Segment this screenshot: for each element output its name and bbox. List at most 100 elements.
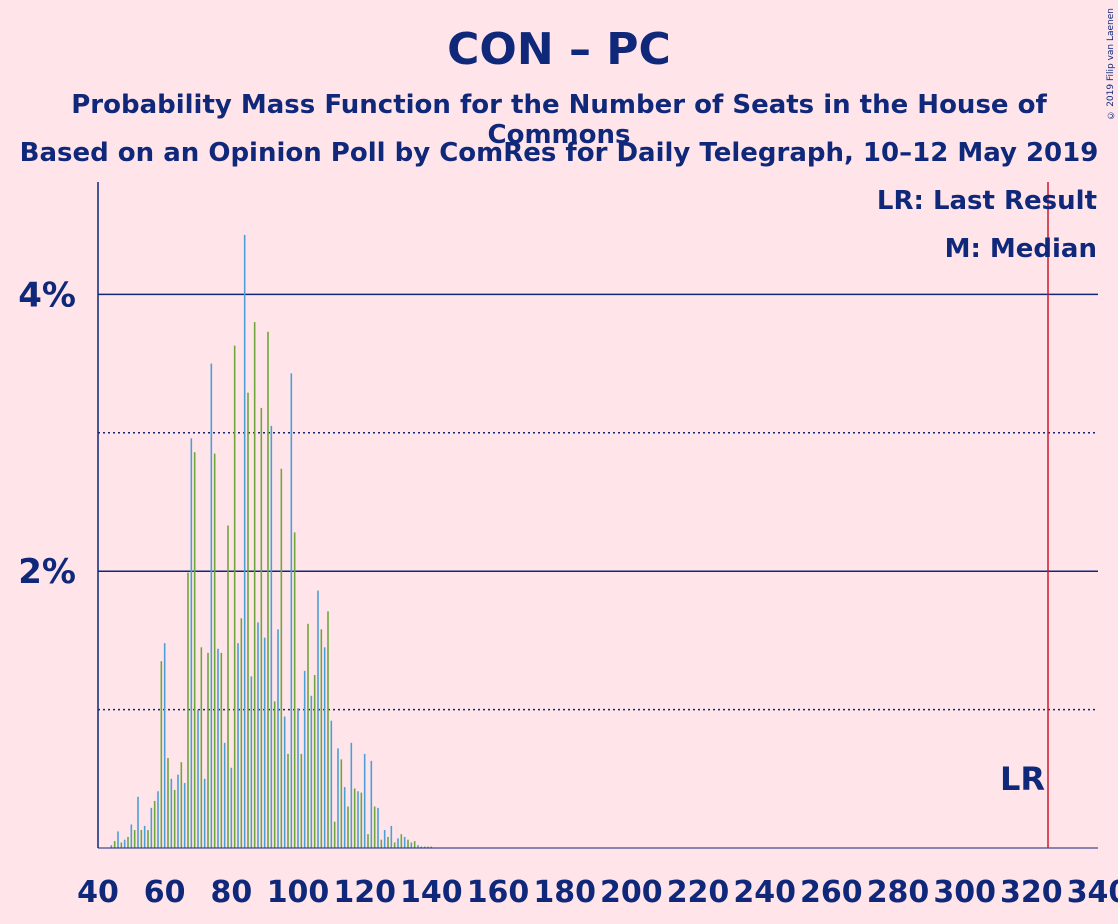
bar [173, 789, 176, 848]
bar [260, 407, 263, 848]
bar [213, 453, 216, 848]
bar [417, 845, 419, 848]
y-tick-label: 2% [18, 552, 76, 592]
bar [210, 363, 213, 848]
bar [127, 836, 129, 848]
bar [317, 590, 319, 848]
bar [390, 825, 393, 848]
bar [360, 792, 363, 848]
bar [117, 831, 119, 848]
bar [193, 452, 196, 848]
bar [220, 652, 223, 848]
bar [223, 742, 226, 848]
chart-title: CON – PC [447, 24, 671, 75]
chart-subtitle: Probability Mass Function for the Number… [71, 90, 1047, 150]
x-tick-label: 160 [467, 875, 530, 910]
gridlines [98, 293, 1098, 711]
bar [177, 774, 179, 848]
x-tick-label: 140 [400, 875, 463, 910]
bar [257, 622, 259, 848]
bar [197, 709, 199, 848]
chart-source-line: Based on an Opinion Poll by ComRes for D… [19, 138, 1099, 168]
bar [233, 345, 236, 848]
bar [400, 834, 403, 848]
bar [283, 716, 286, 848]
bar [423, 846, 426, 848]
bar [273, 701, 276, 848]
bar [407, 839, 409, 848]
bar [343, 787, 346, 848]
bar [377, 807, 379, 848]
bar [113, 841, 116, 848]
bar [337, 748, 339, 848]
bar [183, 782, 186, 848]
bar [427, 846, 429, 848]
bar [403, 836, 406, 848]
bar [380, 839, 383, 848]
bar [310, 695, 313, 848]
bar [153, 800, 156, 848]
bar [187, 572, 189, 848]
bar [387, 836, 389, 848]
bar [363, 753, 366, 848]
y-tick-labels: 2% 4% [18, 275, 76, 592]
bar [287, 753, 289, 848]
bar [230, 767, 233, 848]
last-result-marker-label: LR [1000, 760, 1045, 798]
bar [357, 791, 359, 848]
bar [133, 830, 136, 848]
bar [307, 623, 309, 848]
x-tick-labels: 40 60 80 100 120 140 160 180 200 220 240 260 280 300 3… [77, 875, 1118, 910]
bar [330, 720, 333, 848]
bar [143, 825, 146, 848]
bar [150, 807, 153, 848]
bar [157, 791, 159, 848]
bar [373, 806, 376, 848]
bar [413, 841, 416, 848]
bar [160, 661, 163, 848]
x-tick-label: 60 [144, 875, 186, 910]
x-tick-label: 40 [77, 875, 119, 910]
bar [367, 834, 369, 848]
bar [290, 373, 293, 848]
bar [247, 392, 249, 848]
bar [137, 796, 139, 848]
bar [140, 830, 143, 848]
bar [370, 760, 373, 848]
x-tick-label: 80 [210, 875, 252, 910]
bar [203, 778, 206, 848]
axes [97, 182, 1098, 849]
x-tick-label: 220 [667, 875, 730, 910]
bar [353, 788, 356, 848]
bar [293, 532, 296, 848]
bar [327, 611, 329, 848]
bar [410, 842, 413, 848]
x-tick-label: 100 [267, 875, 330, 910]
bar [120, 842, 123, 848]
bar [347, 806, 349, 848]
bar [383, 830, 386, 848]
bar [333, 821, 336, 848]
bar [163, 643, 166, 848]
bar [420, 846, 423, 848]
bar [397, 838, 399, 848]
legend-median: M: Median [945, 234, 1097, 264]
x-tick-label: 260 [800, 875, 863, 910]
bar [180, 762, 183, 848]
bar [313, 675, 316, 848]
bar [110, 845, 113, 848]
bar [300, 753, 303, 848]
x-tick-label: 280 [867, 875, 930, 910]
x-tick-label: 340 [1067, 875, 1118, 910]
x-tick-label: 300 [933, 875, 996, 910]
bar [263, 637, 266, 848]
x-tick-label: 240 [733, 875, 796, 910]
x-tick-label: 120 [333, 875, 396, 910]
bar [267, 331, 269, 848]
bar [240, 618, 243, 848]
bar [123, 839, 126, 848]
bar [393, 842, 396, 848]
bar [237, 643, 239, 848]
